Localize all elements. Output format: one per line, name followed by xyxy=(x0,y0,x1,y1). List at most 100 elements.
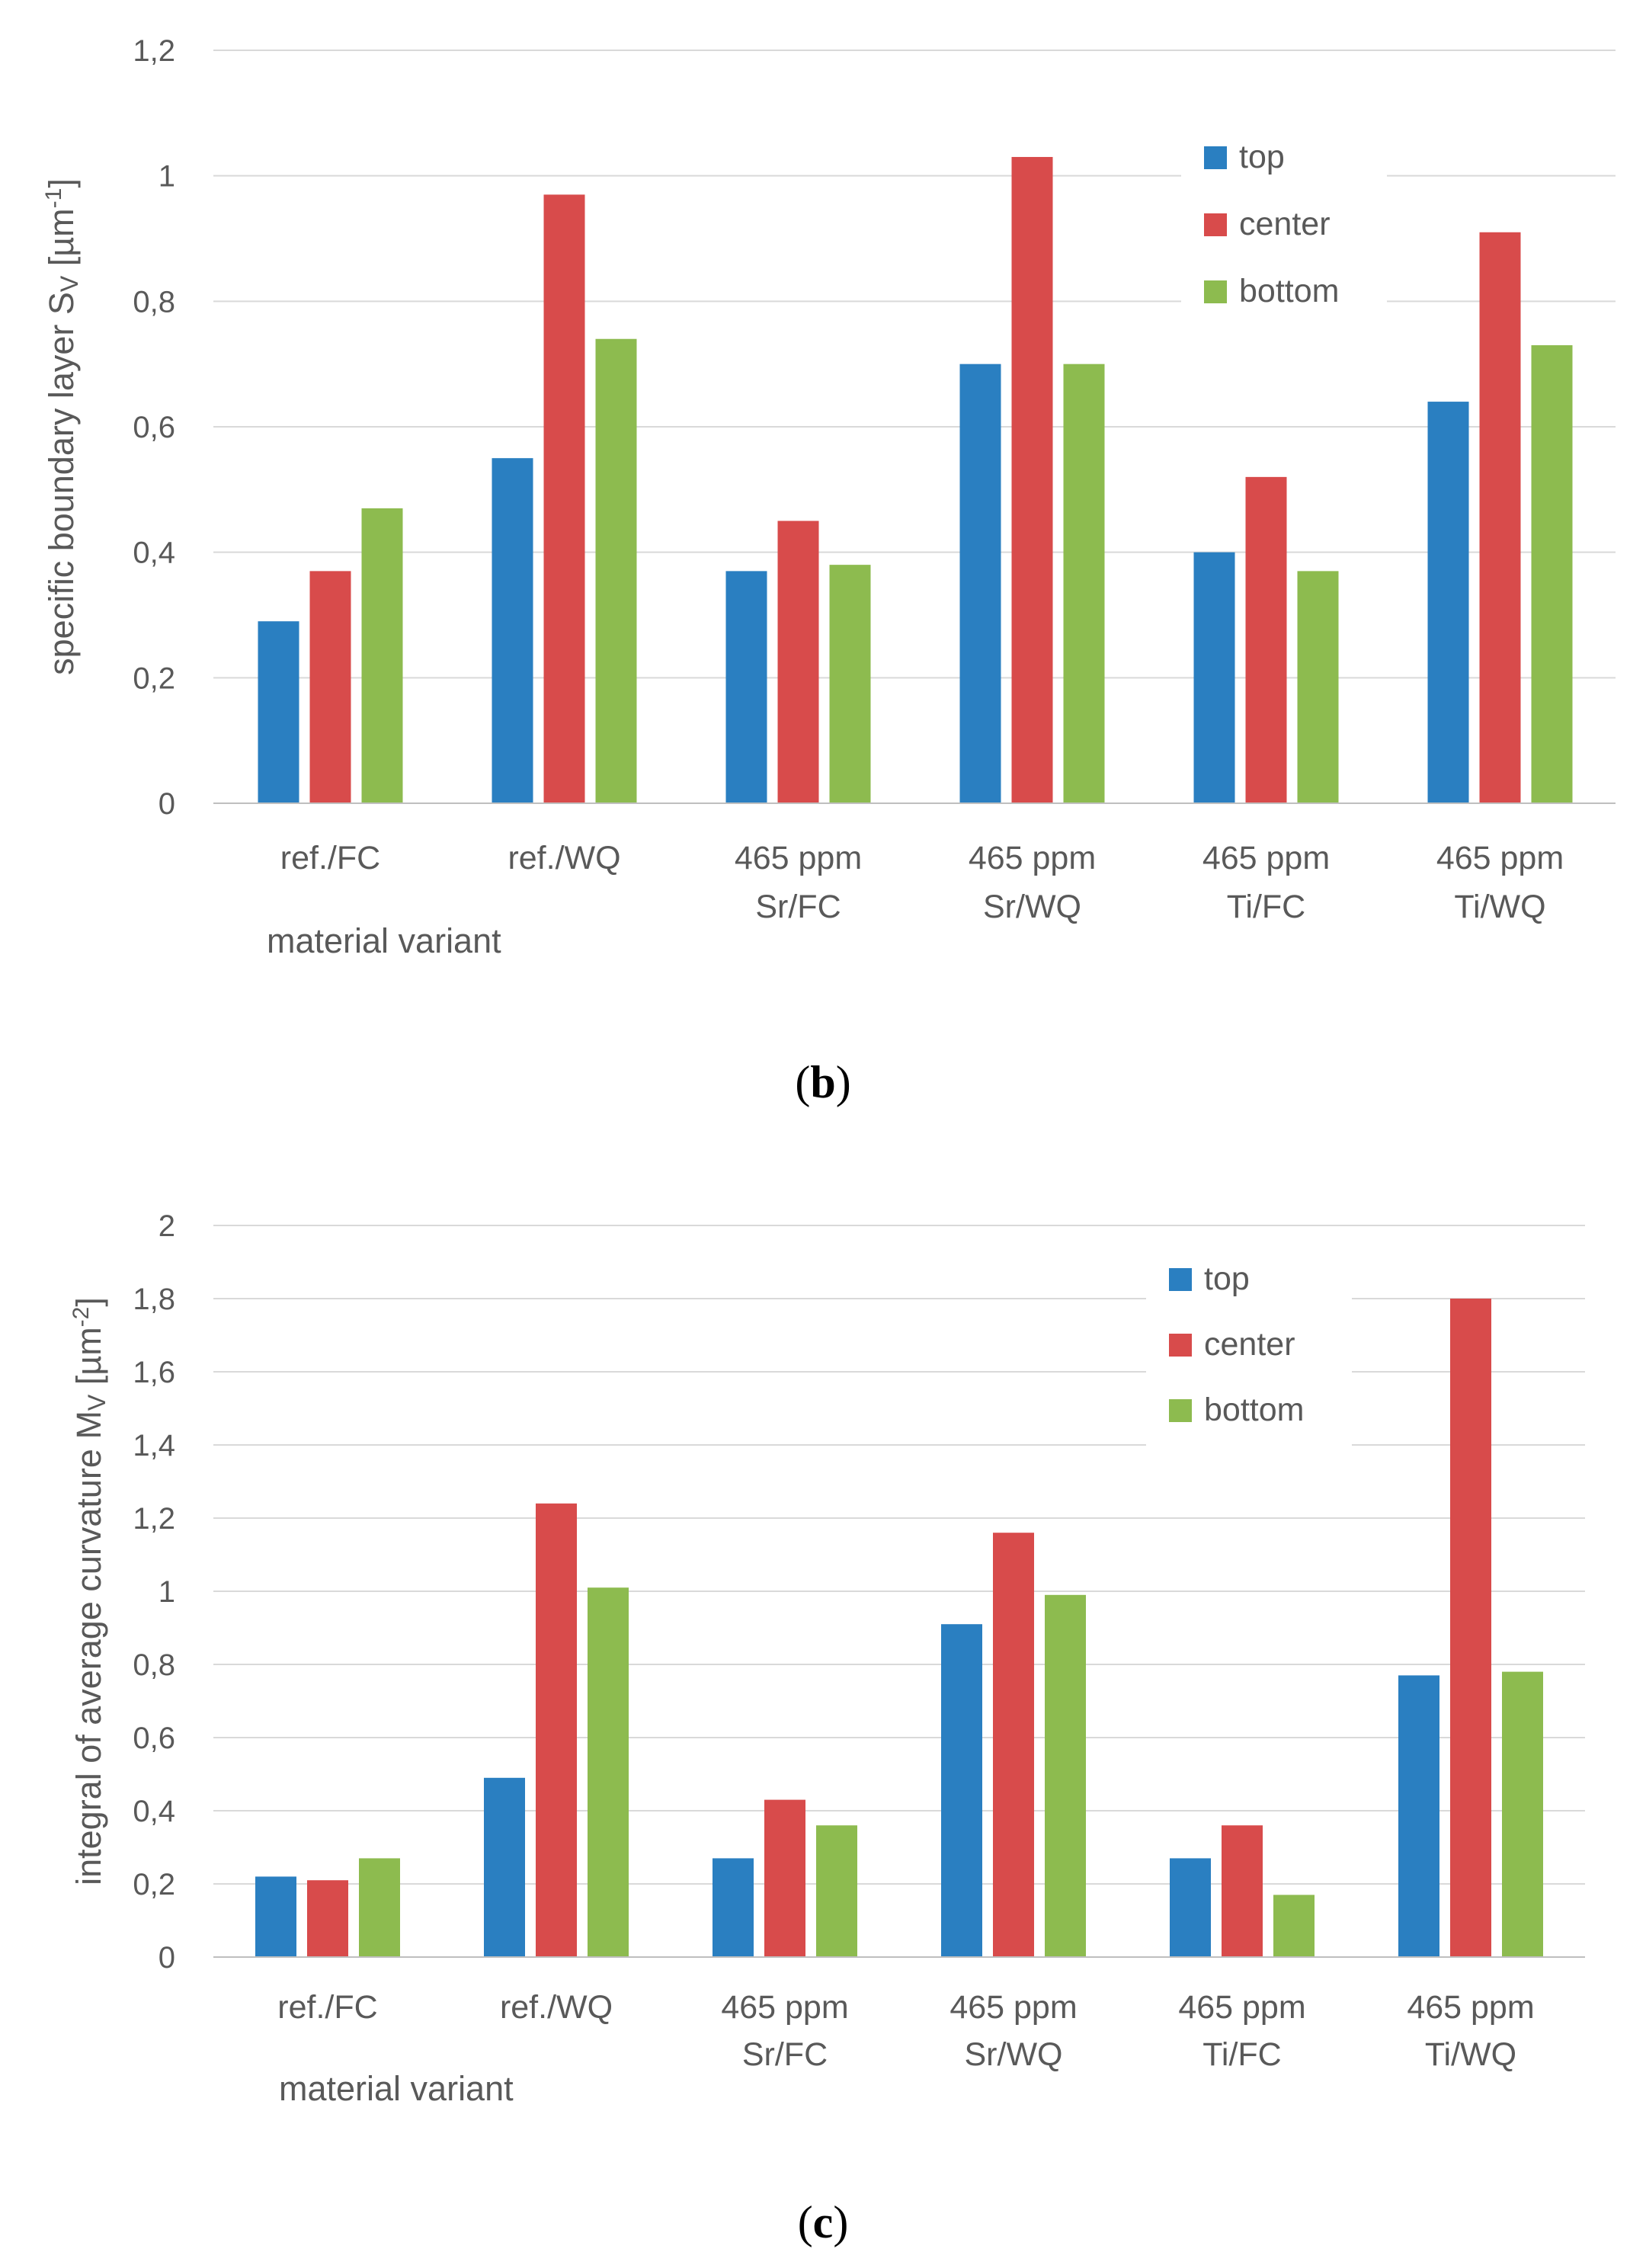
legend-swatch-bottom xyxy=(1204,280,1227,303)
category-label-line2: Sr/WQ xyxy=(965,2036,1063,2073)
category-label-line2: Sr/WQ xyxy=(983,889,1081,925)
y-tick-label: 0 xyxy=(159,787,175,821)
category-label-line2: Ti/WQ xyxy=(1425,2036,1516,2073)
legend-swatch-bottom xyxy=(1169,1399,1192,1422)
y-tick-label: 1,8 xyxy=(133,1283,175,1316)
bar-bottom xyxy=(359,1858,400,1957)
bar-center xyxy=(309,571,351,803)
chart-c-y-ticks: 0 0,2 0,4 0,6 0,8 1 1,2 1,4 1,6 1,8 2 xyxy=(133,1209,175,1975)
category-label-line2: Sr/FC xyxy=(742,2036,828,2073)
bar-bottom xyxy=(1063,364,1105,804)
bar-center xyxy=(993,1533,1034,1957)
bar-center xyxy=(1222,1825,1263,1957)
category-label: 465 ppm xyxy=(1436,840,1564,876)
chart-c-y-title-close: ] xyxy=(69,1297,108,1307)
category-label-line2: Ti/WQ xyxy=(1454,889,1545,925)
bar-bottom xyxy=(1502,1671,1543,1957)
y-tick-label: 1,2 xyxy=(133,1502,175,1536)
legend-label-bottom: bottom xyxy=(1204,1392,1304,1428)
category-label-line2: Sr/FC xyxy=(755,889,841,925)
legend-swatch-top xyxy=(1169,1268,1192,1291)
bar-center xyxy=(777,521,819,803)
chart-c-y-title-main: integral of average curvature M xyxy=(69,1411,108,1885)
bar-bottom xyxy=(1273,1895,1315,1957)
chart-c-y-title-sub: V xyxy=(83,1394,110,1411)
bar-center xyxy=(764,1799,805,1957)
bar-center xyxy=(1245,476,1287,803)
category-label-line2: Ti/FC xyxy=(1227,889,1306,925)
chart-b-caption-letter: b xyxy=(810,1057,835,1107)
bar-center xyxy=(1479,232,1521,803)
category-label-line2: Ti/FC xyxy=(1202,2036,1282,2073)
legend-swatch-top xyxy=(1204,146,1227,169)
chart-b-y-title-unit: [µm xyxy=(42,208,81,275)
legend-label-center: center xyxy=(1239,206,1331,242)
chart-b: 0 0,2 0,4 0,6 0,8 1 1,2 ref./FC ref./WQ 465 ppm S… xyxy=(41,34,1616,1107)
legend-swatch-center xyxy=(1169,1334,1192,1357)
bar-center xyxy=(543,194,585,803)
bar-top xyxy=(713,1858,754,1957)
category-label: 465 ppm xyxy=(1178,1989,1305,2026)
legend-label-bottom: bottom xyxy=(1239,273,1339,309)
y-tick-label: 1,4 xyxy=(133,1429,175,1462)
chart-b-caption-close: ) xyxy=(836,1057,851,1107)
chart-c-caption-open: ( xyxy=(798,2197,813,2247)
y-tick-label: 0,6 xyxy=(133,1722,175,1755)
category-label: ref./WQ xyxy=(508,840,620,876)
chart-c-y-axis-title: integral of average curvature MV [µm-2] xyxy=(69,1297,110,1885)
y-tick-label: 1,2 xyxy=(133,34,175,68)
legend-label-top: top xyxy=(1239,139,1285,175)
chart-c-caption-letter: c xyxy=(813,2197,834,2247)
bar-center xyxy=(1011,156,1053,803)
chart-b-y-axis-title: specific boundary layer SV [µm-1] xyxy=(41,178,83,675)
legend-label-top: top xyxy=(1204,1261,1250,1297)
category-label: 465 ppm xyxy=(969,840,1096,876)
y-tick-label: 0,8 xyxy=(133,285,175,319)
y-tick-label: 0,4 xyxy=(133,1795,175,1828)
category-label: ref./WQ xyxy=(500,1989,613,2026)
category-label: ref./FC xyxy=(277,1989,377,2026)
chart-b-category-labels: ref./FC ref./WQ 465 ppm Sr/FC 465 ppm Sr/WQ 46… xyxy=(280,840,1564,925)
bar-bottom xyxy=(829,565,871,803)
bar-bottom xyxy=(361,508,403,803)
chart-b-bars xyxy=(258,156,1573,804)
category-label: ref./FC xyxy=(280,840,380,876)
bar-bottom xyxy=(816,1825,857,1957)
bar-top xyxy=(725,571,767,803)
legend-swatch-center xyxy=(1204,213,1227,236)
y-tick-label: 0 xyxy=(159,1941,175,1975)
y-tick-label: 1 xyxy=(159,160,175,194)
y-tick-label: 1,6 xyxy=(133,1356,175,1389)
chart-b-legend: top center bottom xyxy=(1181,128,1387,349)
category-label: 465 ppm xyxy=(1407,1989,1534,2026)
chart-b-gridlines xyxy=(213,50,1616,679)
bar-top xyxy=(258,621,299,803)
bar-top xyxy=(941,1624,982,1957)
chart-b-caption-open: ( xyxy=(795,1057,810,1107)
chart-c-legend: top center bottom xyxy=(1146,1250,1352,1471)
chart-c-caption: (c) xyxy=(798,2197,849,2247)
chart-c-y-title-unit: [µm xyxy=(69,1327,108,1394)
category-label: 465 ppm xyxy=(735,840,862,876)
bar-bottom xyxy=(595,338,637,803)
bar-top xyxy=(1170,1858,1211,1957)
chart-b-y-title-main: specific boundary layer S xyxy=(42,292,81,675)
bar-bottom xyxy=(1297,571,1339,803)
y-tick-label: 0,2 xyxy=(133,662,175,695)
chart-b-caption: (b) xyxy=(795,1057,850,1107)
chart-c: 00,20,40,60,811,21,41,61,82 ref./FC ref./… xyxy=(69,1209,1585,2247)
y-tick-label: 0,6 xyxy=(133,411,175,444)
category-label: 465 ppm xyxy=(721,1989,848,2026)
y-tick-label: 1 xyxy=(159,1575,175,1609)
bar-top xyxy=(1398,1675,1439,1957)
chart-c-category-labels: ref./FC ref./WQ 465 ppm Sr/FC 465 ppm Sr/WQ 46… xyxy=(277,1989,1534,2073)
legend-label-center: center xyxy=(1204,1326,1295,1363)
bar-center xyxy=(307,1880,348,1957)
bar-bottom xyxy=(1531,344,1573,803)
bar-top xyxy=(492,458,533,803)
chart-b-x-axis-title: material variant xyxy=(267,921,501,960)
y-tick-label: 0,2 xyxy=(133,1868,175,1901)
bar-bottom xyxy=(588,1587,629,1957)
y-tick-label: 0,4 xyxy=(133,537,175,570)
